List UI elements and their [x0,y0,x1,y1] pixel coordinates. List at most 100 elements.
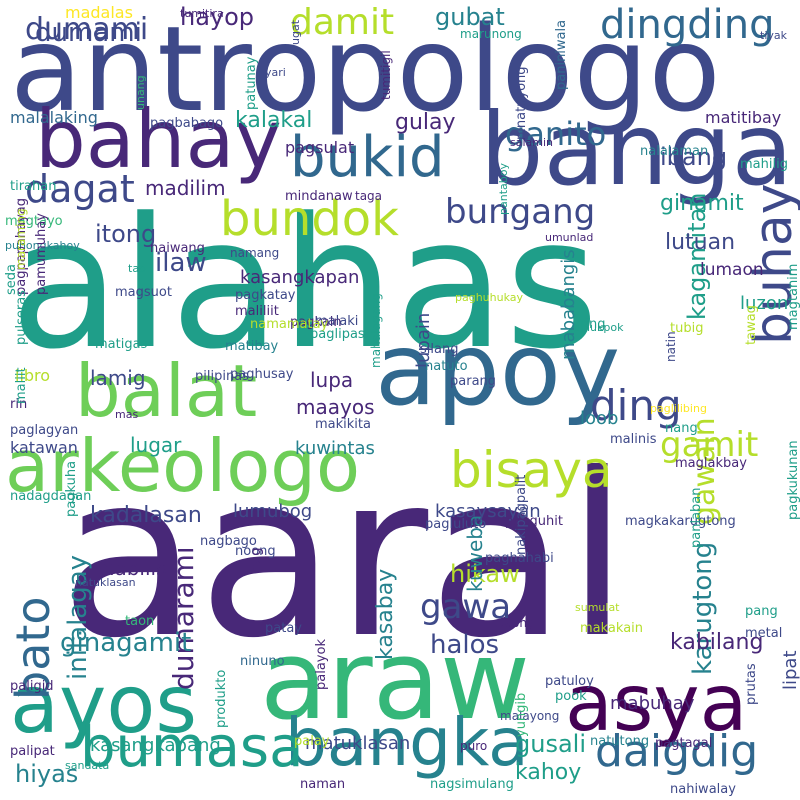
word-ginamit: ginamit [660,191,744,216]
word-ninuno: ninuno [240,654,285,669]
word-paniniwala: paniniwala [554,19,569,90]
word-nang: nang [665,421,698,436]
word-pagkain: pagkain [290,315,342,330]
word-namang: namang [230,246,280,260]
word-lutuan: lutuan [665,230,736,255]
word-pinatuyong: pinatuyong [514,66,529,140]
word-sumulat: sumulat [575,601,620,614]
word-pang: pang [745,604,778,619]
word-malayong: malayong [500,709,560,723]
word-nagbago: nagbago [200,534,257,549]
word-dingding: dingding [600,2,775,48]
word-produkto: produkto [214,669,229,728]
word-kadalasan: kadalasan [90,503,202,528]
word-itong: itong [95,220,157,248]
word-namamatay: namamatay [250,317,329,332]
word-paglipas: paglipas [310,327,365,342]
word-marunong: marunong [460,27,522,41]
word-kabilang: kabilang [670,630,764,655]
word-paghuhukay: paghuhukay [455,291,524,304]
word-bisaya: bisaya [450,441,613,499]
word-gulay: gulay [395,110,456,135]
word-tiyak: tiyak [760,29,787,42]
word-magtanim: magtanim [786,263,800,330]
word-pulseras: pulseras [14,290,29,345]
word-lamig: lamig [90,366,146,390]
word-alahas: alahas [10,180,599,389]
word-maliit: maliit [14,367,29,404]
word-natuto: natuto [425,359,468,374]
word-pagkatay: pagkatay [235,288,296,303]
word-hikaw: hikaw [450,560,520,588]
word-gusali: gusali [515,730,586,758]
word-inilalagay: inilalagay [63,554,93,680]
word-banga: banga [480,91,793,208]
word-mahalagang: mahalagang [369,293,383,368]
word-maayos: maayos [296,395,375,419]
word-kalakal: kalakal [235,108,313,133]
word-gubat: gubat [435,3,505,31]
word-kuwintas: kuwintas [295,438,375,459]
word-gawa: gawa [420,587,512,627]
word-luzon: luzon [740,293,789,314]
word-madilim: madilim [145,176,226,200]
word-tumitigil: tumitigil [379,50,393,100]
word-patunay: patunay [244,56,259,110]
word-kasabay: kasabay [373,568,398,660]
word-pagbabago: pagbabago [150,116,224,131]
word-pinukpok: pinukpok [573,321,624,334]
word-magtayo: magtayo [5,214,63,229]
word-pantaboy: pantaboy [497,163,510,215]
word-ayos: ayos [10,658,197,751]
word-parang: parang [450,374,497,389]
word-loob: loob [580,408,619,429]
word-hayop: hayop [180,3,255,31]
word-dumami: dumami [35,18,142,48]
word-tao: tao [128,262,146,275]
word-tirahan: tirahan [10,179,57,194]
word-nag: nag [249,547,264,572]
word-ilaw: ilaw [155,248,207,278]
word-malaki: malaki [315,314,359,329]
word-malalaking: malalaking [10,108,98,127]
word-aaral: aaral [60,426,629,688]
word-punongkahoy: punongkahoy [5,239,80,252]
word-taon: taon [125,614,155,629]
word-natutong: natutong [590,734,650,749]
word-kasangkapan: kasangkapan [240,267,360,288]
word-prutas: prutas [744,663,759,705]
word-pagguhit: pagguhit [505,514,563,529]
word-dagat: dagat [25,167,135,211]
word-magkakarugtong: magkakarugtong [625,514,736,529]
word-madalas: madalas [65,3,133,22]
word-matibay: matibay [225,339,279,354]
word-mahilig: mahilig [740,157,788,172]
word-bahay: bahay [35,93,282,186]
word-makikita: makikita [315,417,371,432]
word-rin: rin [10,397,28,412]
word-ugat: ugat [289,19,302,45]
word-salamin: salamin [510,136,554,149]
word-matitibay: matitibay [705,108,782,127]
word-silang: silang [420,342,459,357]
word-damit: damit [290,2,395,43]
word-nakipagpalit: nakipagpalit [514,474,529,555]
word-paligid: paligid [10,679,54,694]
word-matuklasan: matuklasan [305,733,411,754]
word-maglakbay: maglakbay [675,456,747,471]
word-lumubog: lumubog [233,501,313,522]
word-paghusay: paghusay [230,367,294,382]
word-mababangis: mababangis [558,249,579,360]
word-malinis: malinis [610,432,657,447]
word-ibang: ibang [660,143,728,171]
word-unang: unang [134,75,147,110]
word-nadagdagan: nadagdagan [10,489,92,504]
word-panlaban: panlaban [689,487,704,549]
word-tumitira: tumitira [180,7,224,20]
word-arkeologo: arkeologo [5,424,361,508]
word-matigas: matigas [95,337,148,352]
word-bukid: bukid [290,125,445,190]
word-ginagamit: ginagamit [60,628,192,658]
word-puro: puro [460,739,488,753]
